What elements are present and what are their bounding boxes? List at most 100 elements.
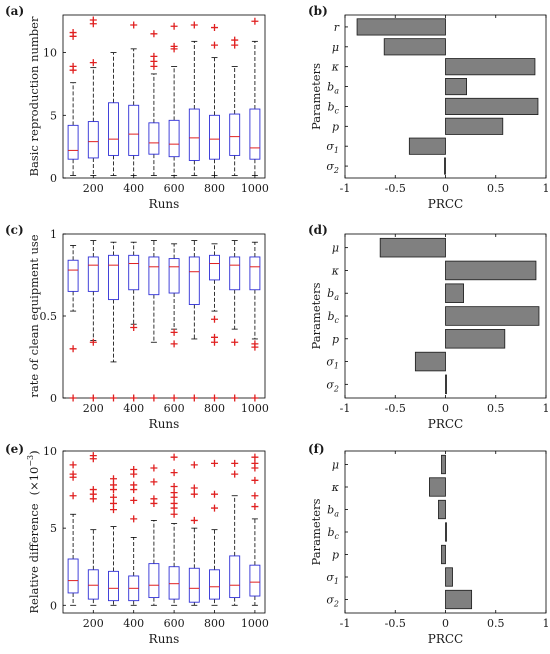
iqr-box bbox=[108, 102, 119, 156]
outlier-marker bbox=[231, 459, 239, 467]
outlier-marker bbox=[130, 481, 138, 489]
prcc-bar-b_c bbox=[445, 522, 447, 542]
outlier-marker bbox=[190, 484, 198, 492]
box-run-500 bbox=[148, 464, 160, 606]
outlier-marker bbox=[251, 17, 259, 25]
x-tick-label: 200 bbox=[83, 402, 104, 415]
parameter-symbol: b bbox=[327, 287, 334, 300]
x-tick-label: -1 bbox=[340, 402, 351, 415]
y-tick-label: 0 bbox=[50, 599, 57, 612]
prcc-bar-μ bbox=[379, 237, 446, 258]
outlier-marker bbox=[251, 343, 259, 351]
x-tick-label: 800 bbox=[204, 617, 225, 630]
parameter-label: p bbox=[332, 333, 339, 346]
outlier-marker bbox=[170, 469, 178, 477]
prcc-bar-p bbox=[445, 117, 504, 135]
outlier-marker bbox=[110, 493, 117, 501]
x-tick-label: 1000 bbox=[241, 182, 269, 195]
boxplot-panel-3: (e) 0 5 10 200 400 600 800 1000 Runs Relative diff… bbox=[5, 442, 269, 646]
prcc-bar-σ_2 bbox=[445, 374, 447, 395]
iqr-box bbox=[87, 569, 99, 600]
box-run-300 bbox=[108, 475, 119, 606]
y-axis-unit-close: ) bbox=[27, 450, 41, 455]
x-tick-label: 0 bbox=[442, 617, 449, 630]
x-tick-label: -0.5 bbox=[385, 402, 406, 415]
outlier-marker bbox=[110, 506, 117, 514]
parameter-subscript: 1 bbox=[334, 577, 339, 586]
x-tick-label: -1 bbox=[340, 182, 351, 195]
parameter-label: σ2 bbox=[326, 160, 339, 175]
outlier-marker bbox=[170, 453, 178, 461]
outlier-marker bbox=[150, 464, 158, 472]
parameter-label: ba bbox=[327, 81, 339, 96]
outlier-marker bbox=[190, 516, 198, 524]
panel-label: (e) bbox=[5, 442, 24, 456]
box-run-300 bbox=[108, 52, 119, 176]
parameter-subscript: 2 bbox=[333, 166, 339, 175]
box-run-900 bbox=[229, 240, 241, 402]
box-run-400 bbox=[128, 241, 140, 402]
panel-label: (d) bbox=[308, 223, 328, 237]
x-tick-label: 0 bbox=[442, 402, 449, 415]
y-axis-label: Relative difference (×10−3) bbox=[26, 450, 41, 613]
outlier-marker bbox=[251, 459, 259, 467]
outlier-marker bbox=[251, 503, 259, 511]
prcc-bar-σ_1 bbox=[445, 567, 453, 587]
box-run-600 bbox=[168, 22, 180, 176]
iqr-box bbox=[249, 564, 261, 597]
parameter-symbol: σ bbox=[326, 140, 334, 153]
outlier-marker bbox=[170, 328, 178, 336]
x-tick-label: 0.5 bbox=[487, 617, 505, 630]
iqr-box bbox=[188, 256, 200, 305]
iqr-box bbox=[67, 124, 79, 160]
outlier-marker bbox=[130, 394, 138, 402]
y-axis-label: Parameters bbox=[309, 63, 323, 130]
parameter-label: σ2 bbox=[326, 378, 339, 393]
box-run-800 bbox=[209, 243, 220, 402]
parameter-subscript: 1 bbox=[334, 362, 339, 371]
prcc-bar-p bbox=[441, 544, 446, 565]
parameter-label: bc bbox=[327, 100, 339, 115]
prcc-bar-σ_2 bbox=[445, 589, 473, 610]
prcc-bar-σ_2 bbox=[444, 157, 446, 175]
outlier-marker bbox=[170, 482, 178, 490]
parameter-symbol: σ bbox=[326, 571, 334, 584]
x-tick-label: 1 bbox=[543, 182, 550, 195]
x-axis-label: Runs bbox=[149, 417, 180, 431]
prcc-bar-b_a bbox=[445, 283, 464, 303]
prcc-bar-μ bbox=[441, 454, 446, 475]
iqr-box bbox=[67, 558, 79, 594]
iqr-box bbox=[229, 555, 241, 599]
parameter-label: ba bbox=[327, 504, 339, 519]
iqr-box bbox=[128, 254, 140, 291]
iqr-box bbox=[168, 119, 180, 158]
y-axis-label: Parameters bbox=[309, 282, 323, 349]
box-run-500 bbox=[148, 30, 160, 176]
outlier-marker bbox=[190, 394, 198, 402]
outlier-marker bbox=[190, 21, 198, 29]
y-axis-label-text: Relative difference bbox=[27, 503, 41, 613]
outlier-marker bbox=[231, 338, 239, 346]
box-run-200 bbox=[87, 16, 99, 176]
outlier-marker bbox=[231, 36, 239, 44]
prcc-bar-κ bbox=[429, 477, 446, 497]
x-tick-label: 600 bbox=[164, 402, 185, 415]
outlier-marker bbox=[170, 489, 178, 497]
outlier-marker bbox=[150, 394, 158, 402]
outlier-marker bbox=[211, 504, 218, 512]
box-run-500 bbox=[148, 240, 160, 402]
outlier-marker bbox=[190, 490, 198, 498]
iqr-box bbox=[249, 108, 261, 160]
outlier-marker bbox=[89, 452, 97, 460]
x-axis-label: PRCC bbox=[428, 632, 463, 646]
box-run-600 bbox=[168, 453, 180, 606]
iqr-box bbox=[229, 113, 241, 156]
parameter-subscript: 1 bbox=[334, 146, 339, 155]
box-run-900 bbox=[229, 36, 241, 176]
x-tick-label: 0 bbox=[442, 182, 449, 195]
parameter-label: σ1 bbox=[326, 571, 339, 586]
outlier-marker bbox=[89, 16, 97, 24]
outlier-marker bbox=[130, 496, 138, 504]
